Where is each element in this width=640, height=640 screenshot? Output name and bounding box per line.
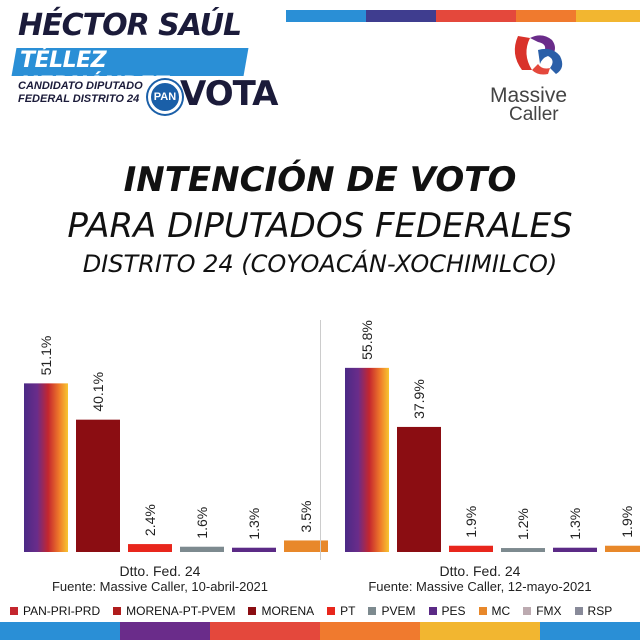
legend-swatch-icon (10, 607, 18, 615)
chart2-bar-pes (553, 547, 597, 552)
vota-text: VOTA (180, 74, 278, 114)
legend-item-pvem: PVEM (368, 604, 416, 618)
chart2-label-mc: 1.9% (619, 506, 635, 538)
legend-swatch-icon (113, 607, 122, 615)
chart2-source: Fuente: Massive Caller, 12-mayo-2021 (368, 579, 592, 594)
legend-label: PT (340, 604, 356, 618)
legend-item-pan-pri-prd: PAN-PRI-PRD (10, 604, 100, 618)
brand-name-line1: Massive (490, 84, 568, 107)
legend-label: RSP (587, 604, 613, 618)
chart2-caption: Dtto. Fed. 24 Fuente: Massive Caller, 12… (330, 563, 630, 594)
title-line2: PARA DIPUTADOS FEDERALES (67, 206, 573, 246)
brand-name-line2: Caller (509, 104, 559, 125)
chart2-bar-mc (605, 545, 640, 552)
title-line3: DISTRITO 24 (COYOACÁN-XOCHIMILCO) (82, 250, 558, 278)
chart2-xlabel: Dtto. Fed. 24 (439, 563, 521, 579)
candidate-subtitle: CANDIDATO DIPUTADO FEDERAL DISTRITO 24 (18, 80, 143, 106)
chart1-label-morena: 40.1% (90, 372, 106, 412)
legend-label: FMX (536, 604, 562, 618)
chart2-label-pt: 1.9% (463, 506, 479, 538)
legend-label: MORENA-PT-PVEM (126, 604, 236, 618)
legend-label: PVEM (381, 604, 416, 618)
legend-swatch-icon (327, 607, 336, 615)
candidate-name-line1: HÉCTOR SAÚL (18, 8, 242, 43)
chart1-label-pvem: 1.6% (194, 507, 210, 539)
legend: PAN-PRI-PRD MORENA-PT-PVEM MORENA PT PVEM PES… (10, 602, 640, 620)
legend-swatch-icon (248, 607, 257, 615)
chart1-bar-pvem (180, 546, 224, 552)
chart1-label-pan-pri-prd: 51.1% (38, 336, 54, 376)
chart1-bar-mc (284, 540, 328, 552)
chart2-label-pan-pri-prd: 55.8% (359, 320, 375, 360)
chart1-xlabel: Dtto. Fed. 24 (119, 563, 201, 579)
legend-swatch-icon (428, 607, 437, 615)
legend-swatch-icon (574, 607, 583, 615)
chart1-bar-pes (232, 547, 276, 552)
legend-item-pes: PES (428, 604, 466, 618)
legend-item-mc: MC (478, 604, 511, 618)
legend-label: MORENA (261, 604, 315, 618)
chart1-label-pes: 1.3% (246, 508, 262, 540)
massive-caller-logo-icon (514, 35, 563, 75)
bar-charts: 51.1% 40.1% 2.4% 1.6% 1.3% 3.5% 55.8% 37.9% 1.9%… (24, 320, 640, 552)
title-line1: INTENCIÓN DE VOTO (123, 160, 517, 200)
chart2-label-pvem: 1.2% (515, 508, 531, 540)
legend-swatch-icon (478, 607, 487, 615)
chart2-label-morena: 37.9% (411, 379, 427, 419)
chart1-source: Fuente: Massive Caller, 10-abril-2021 (51, 579, 269, 594)
chart2-bar-pan-pri-prd (345, 367, 389, 552)
chart1-bar-pan-pri-prd (24, 383, 68, 552)
legend-swatch-icon (523, 607, 532, 615)
chart1-bar-pt (128, 544, 172, 552)
chart1-label-mc: 3.5% (298, 501, 314, 533)
chart2-bar-pvem (501, 548, 545, 552)
chart1-label-pt: 2.4% (142, 504, 158, 536)
chart-divider (320, 320, 321, 560)
chart1-bar-morena (76, 419, 120, 552)
bottom-color-stripe (0, 622, 640, 640)
legend-item-morena: MORENA (248, 604, 314, 618)
chart2-bar-morena (397, 426, 441, 552)
chart2-bar-pt (449, 545, 493, 552)
chart1-caption: Dtto. Fed. 24 Fuente: Massive Caller, 10… (10, 563, 310, 594)
legend-item-fmx: FMX (523, 604, 562, 618)
legend-item-morena-pt-pvem: MORENA-PT-PVEM (113, 604, 235, 618)
legend-swatch-icon (368, 607, 377, 615)
legend-label: MC (491, 604, 511, 618)
pan-logo-icon: PAN (148, 80, 182, 114)
legend-item-rsp: RSP (574, 604, 613, 618)
legend-label: PAN-PRI-PRD (23, 604, 101, 618)
top-color-stripe (286, 10, 640, 22)
candidate-subtitle-line1: CANDIDATO DIPUTADO (18, 80, 143, 92)
candidate-subtitle-line2: FEDERAL DISTRITO 24 (18, 93, 140, 105)
chart2-label-pes: 1.3% (567, 508, 583, 540)
legend-label: PES (441, 604, 466, 618)
legend-item-pt: PT (327, 604, 355, 618)
